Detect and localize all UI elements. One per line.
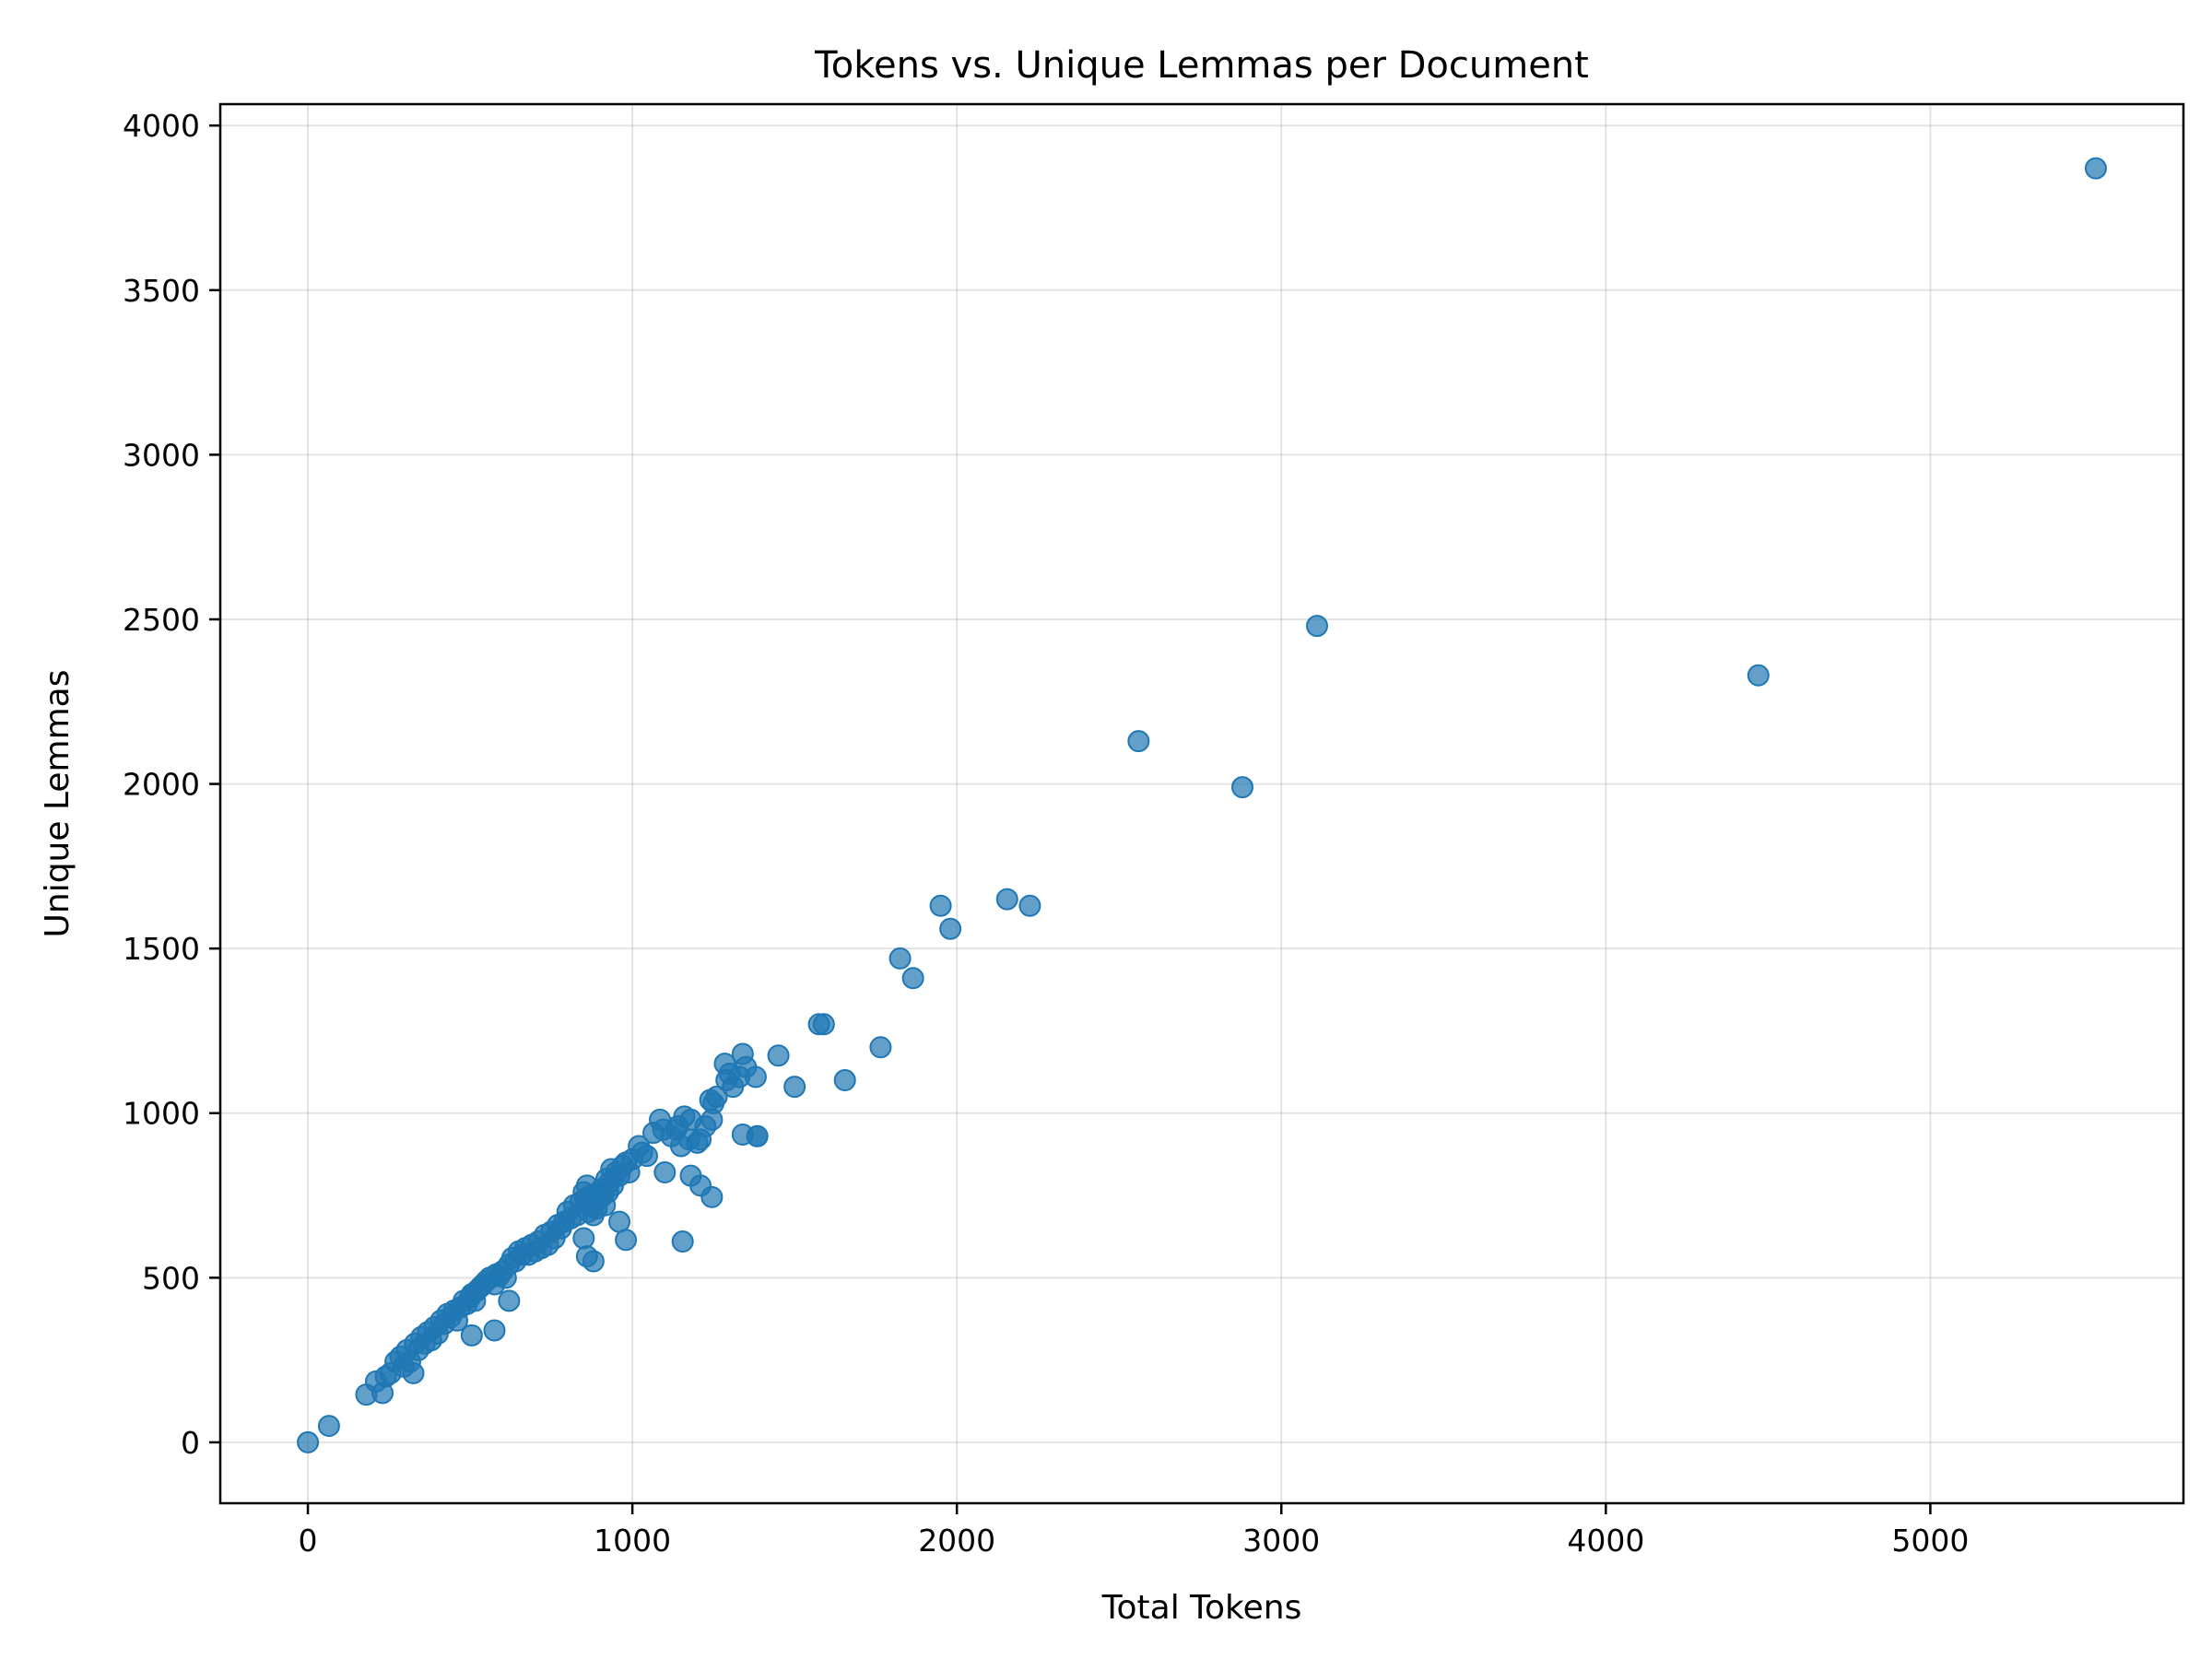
grid-lines [220,104,2183,1503]
y-tick-label: 0 [181,1425,200,1461]
x-tick-label: 0 [299,1523,318,1559]
y-tick-label: 3500 [123,273,200,309]
data-point [783,1076,806,1099]
data-point [1127,730,1150,753]
data-point [402,1361,425,1384]
data-point [767,1044,790,1067]
y-tick-label: 2000 [123,767,200,803]
plot-area-frame [218,102,2185,1505]
y-axis-label: Unique Lemmas [39,670,76,938]
data-point [582,1250,605,1273]
x-tick-label: 1000 [594,1523,671,1559]
data-point [671,1230,694,1253]
data-point [929,894,952,917]
data-point [744,1065,767,1088]
data-point [297,1430,320,1453]
data-point [746,1124,769,1147]
x-axis-ticks: 0 1000 2000 3000 4000 5000 [299,1503,1969,1559]
y-tick-label: 1000 [123,1096,200,1132]
data-point [498,1289,521,1312]
data-point [1018,894,1041,917]
y-tick-label: 3000 [123,437,200,473]
data-point [939,917,962,940]
x-tick-label: 3000 [1242,1523,1320,1559]
data-point [1231,776,1254,799]
y-tick-label: 500 [142,1260,200,1296]
data-point [483,1319,506,1342]
data-point [1747,664,1770,687]
data-points [297,157,2107,1453]
x-tick-label: 5000 [1891,1523,1969,1559]
data-point [608,1210,631,1233]
data-point [869,1036,892,1059]
x-tick-label: 4000 [1567,1523,1644,1559]
chart-title: Tokens vs. Unique Lemmas per Document [814,44,1589,87]
y-tick-label: 1500 [123,931,200,967]
data-point [812,1013,835,1036]
y-tick-label: 2500 [123,602,200,638]
x-axis-label: Total Tokens [1101,1589,1302,1627]
x-tick-label: 2000 [918,1523,995,1559]
y-tick-label: 4000 [123,108,200,144]
data-point [1305,615,1328,638]
data-point [700,1185,724,1208]
data-point [665,1118,688,1141]
data-point [679,1164,702,1187]
data-point [653,1161,677,1184]
data-point [635,1145,658,1168]
data-point [460,1324,483,1347]
data-point [705,1085,728,1108]
data-point [317,1415,340,1438]
data-point [901,967,924,990]
y-axis-ticks: 0 500 1000 1500 2000 2500 3000 3500 4000 [123,108,220,1461]
data-point [888,947,912,970]
data-point [2084,157,2107,180]
data-point [995,888,1018,911]
data-point [572,1227,595,1250]
data-point [833,1069,856,1092]
